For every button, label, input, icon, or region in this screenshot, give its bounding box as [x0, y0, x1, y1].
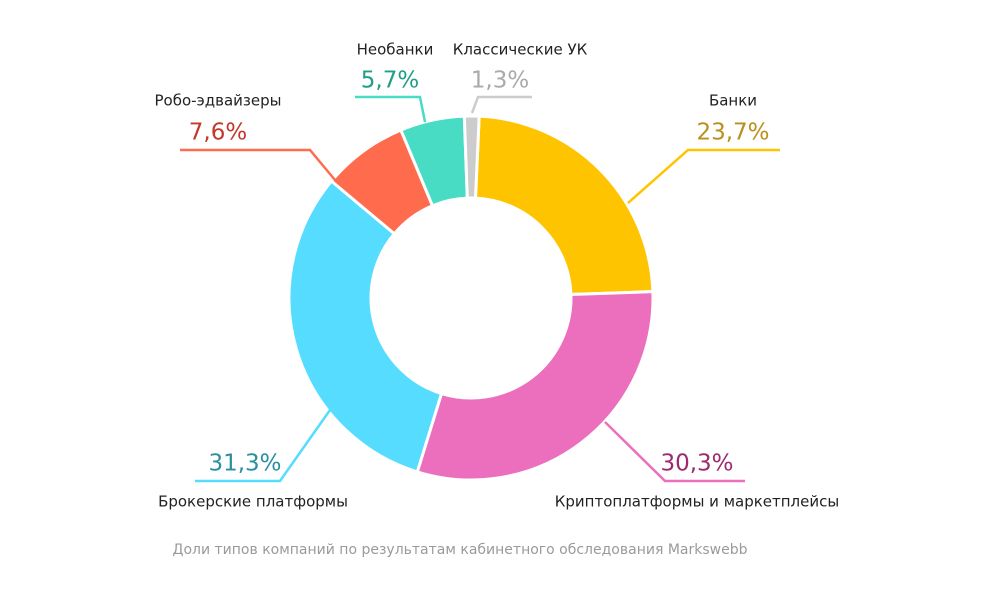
donut-segment	[462, 114, 481, 200]
leader-line	[604, 421, 745, 483]
category-label: Брокерские платформы	[158, 493, 348, 511]
donut-segment	[415, 290, 655, 482]
category-label: Необанки	[357, 41, 434, 59]
leader-line	[470, 95, 532, 114]
leader-line	[355, 95, 427, 123]
leader-line	[180, 148, 336, 181]
leader-line	[627, 148, 780, 204]
value-label: 23,7%	[696, 120, 769, 146]
category-label: Криптоплатформы и маркетплейсы	[555, 493, 839, 511]
value-label: 30,3%	[660, 451, 733, 477]
donut-segment	[473, 114, 655, 297]
category-label: Робо-эдвайзеры	[154, 92, 281, 110]
donut-segment	[287, 178, 444, 474]
leader-line	[195, 409, 332, 483]
value-label: 1,3%	[471, 68, 529, 94]
caption: Доли типов компаний по результатам кабин…	[173, 542, 748, 558]
value-label: 31,3%	[208, 451, 281, 477]
category-label: Классические УК	[453, 41, 588, 59]
category-label: Банки	[709, 92, 757, 110]
value-label: 7,6%	[189, 120, 247, 146]
value-label: 5,7%	[361, 68, 419, 94]
